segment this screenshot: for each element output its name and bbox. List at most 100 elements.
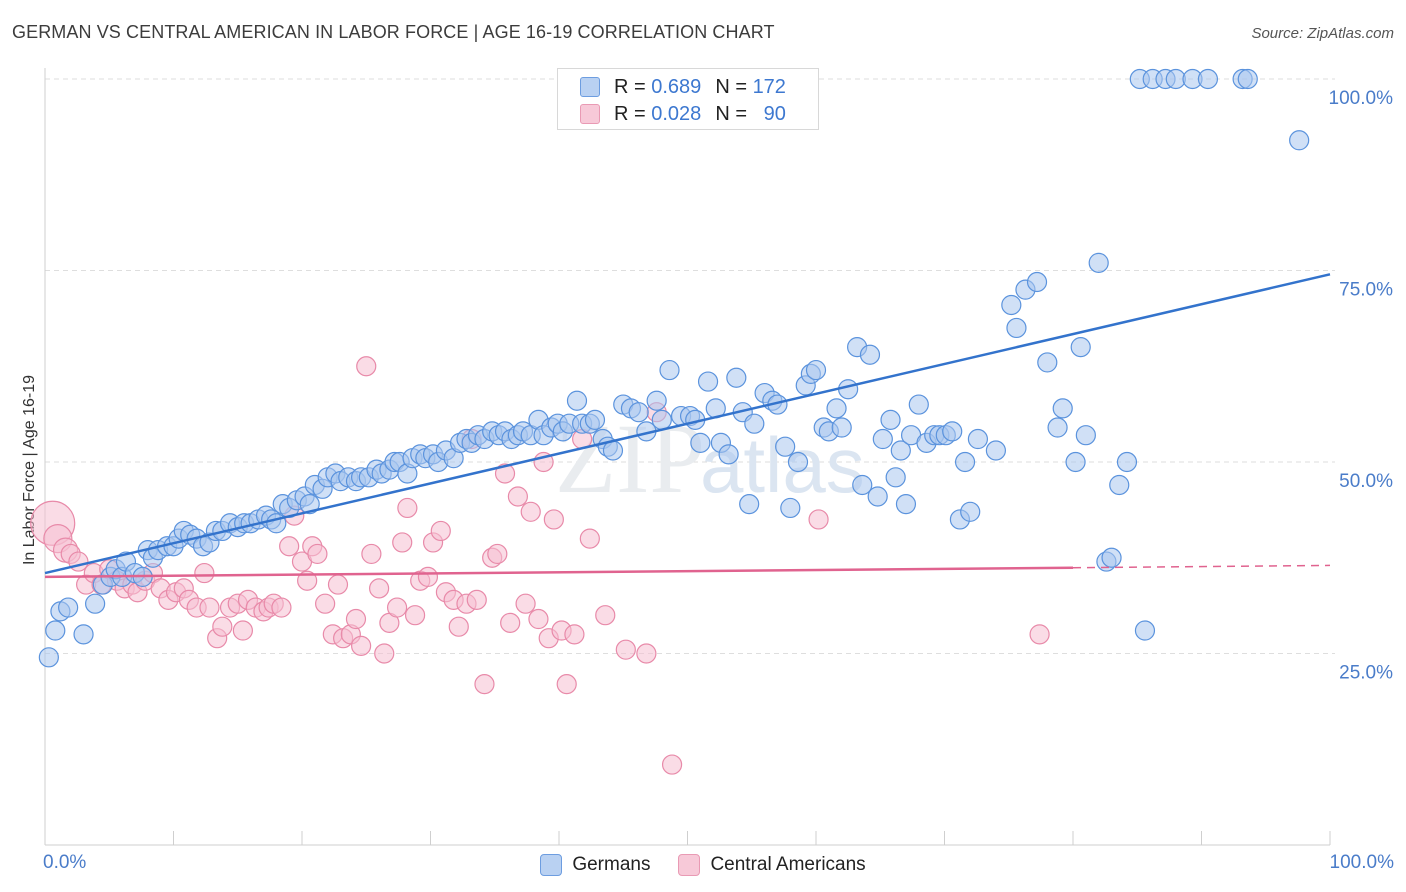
central-americans-point	[507, 486, 528, 507]
central-americans-point	[297, 570, 318, 591]
legend-n-value: 90	[763, 102, 786, 125]
chart-title: GERMAN VS CENTRAL AMERICAN IN LABOR FORC…	[12, 22, 775, 42]
germans-point	[885, 467, 906, 488]
central-americans-legend-swatch	[678, 854, 701, 876]
germans-point	[602, 440, 624, 461]
central-americans-swatch	[580, 104, 600, 124]
central-americans-points	[30, 356, 1050, 775]
central-americans-point	[361, 543, 382, 565]
central-americans-point	[369, 578, 390, 599]
germans-point	[890, 440, 911, 461]
central-americans-point	[615, 639, 636, 660]
germans-point	[838, 379, 859, 400]
central-americans-point	[474, 674, 495, 695]
germans-point	[852, 474, 873, 496]
germans-point	[1197, 68, 1219, 90]
axes	[44, 68, 1331, 846]
legend-item-central-americans: Central Americans	[678, 854, 866, 876]
germans-point	[45, 620, 66, 641]
central-americans-point	[595, 605, 616, 626]
germans-point	[859, 344, 881, 365]
central-americans-point	[392, 532, 413, 553]
x-tick-label-min: 0.0%	[43, 852, 87, 873]
central-americans-point	[556, 674, 577, 695]
germans-point	[628, 402, 649, 423]
germans-point	[1001, 294, 1022, 316]
y-tick-label: 75.0%	[1339, 280, 1393, 301]
central-americans-point	[417, 566, 439, 588]
germans-point	[895, 494, 917, 515]
germans-point	[718, 444, 739, 465]
central-americans-point	[564, 624, 585, 645]
chart-source: Source: ZipAtlas.com	[1251, 25, 1394, 42]
germans-point	[584, 409, 606, 430]
germans-point	[954, 451, 976, 473]
central-americans-point	[430, 520, 451, 542]
central-americans-point	[386, 597, 408, 618]
central-americans-point	[271, 597, 292, 618]
germans-point	[1075, 425, 1096, 446]
germans-point	[908, 394, 929, 415]
y-tick-label: 100.0%	[1329, 88, 1394, 109]
germans-point	[1134, 620, 1156, 641]
germans-point	[960, 501, 981, 522]
germans-point	[1065, 451, 1086, 473]
germans-point	[744, 413, 765, 434]
germans-point	[1006, 317, 1027, 339]
central-americans-point	[448, 616, 469, 637]
germans-point	[1101, 547, 1122, 568]
germans-point	[831, 417, 852, 438]
legend-row-germans: R = 0.689 N = 172	[580, 74, 786, 100]
germans-point	[967, 428, 989, 450]
central-americans-point	[528, 608, 549, 630]
germans-point	[646, 390, 667, 411]
germans-point	[1070, 337, 1091, 358]
central-americans-point	[345, 608, 367, 630]
central-americans-point	[212, 616, 233, 637]
central-americans-point	[487, 543, 508, 565]
central-americans-point	[466, 589, 487, 610]
y-tick-label: 50.0%	[1339, 471, 1393, 492]
central-americans-point	[515, 593, 536, 614]
central-americans-point	[351, 635, 372, 656]
central-americans-trend-line	[44, 566, 1074, 579]
germans-point	[1088, 252, 1109, 273]
germans-point	[805, 359, 827, 381]
germans-point	[1109, 474, 1130, 496]
germans-legend-swatch	[540, 854, 563, 876]
central-americans-point	[232, 620, 253, 641]
series-legend: Germans Central Americans	[0, 852, 1406, 878]
central-americans-point	[374, 643, 395, 664]
central-americans-point	[543, 509, 564, 530]
germans-point	[739, 494, 760, 515]
germans-point	[1047, 417, 1068, 438]
germans-point	[985, 440, 1007, 461]
central-americans-point	[661, 754, 683, 775]
germans-point	[38, 647, 59, 668]
legend-r-label: R =	[614, 102, 646, 125]
legend-r-value: 0.689	[651, 75, 702, 98]
germans-point	[697, 371, 719, 392]
correlation-legend: R = 0.689 N = 172 R = 0.028 N = 90	[557, 68, 819, 130]
central-americans-point	[404, 605, 426, 626]
germans-point	[1289, 130, 1310, 151]
central-americans-point	[1029, 624, 1050, 645]
germans-point	[880, 409, 901, 430]
germans-point	[85, 593, 106, 614]
legend-n-label: N =	[715, 75, 747, 98]
germans-point	[58, 597, 79, 618]
central-americans-point	[199, 597, 220, 618]
legend-r-value: 0.028	[651, 102, 702, 125]
legend-r-label: R =	[614, 75, 646, 98]
germans-point	[787, 451, 809, 473]
central-americans-point	[520, 501, 541, 522]
legend-item-germans: Germans	[540, 854, 650, 876]
legend-row-central-americans: R = 0.028 N = 90	[580, 101, 786, 127]
grid-lines	[45, 78, 1335, 654]
germans-point	[826, 398, 847, 419]
central-americans-point	[808, 509, 829, 530]
x-tick-label-max: 100.0%	[1329, 852, 1394, 873]
germans-point	[690, 432, 711, 453]
central-americans-point	[315, 593, 336, 614]
